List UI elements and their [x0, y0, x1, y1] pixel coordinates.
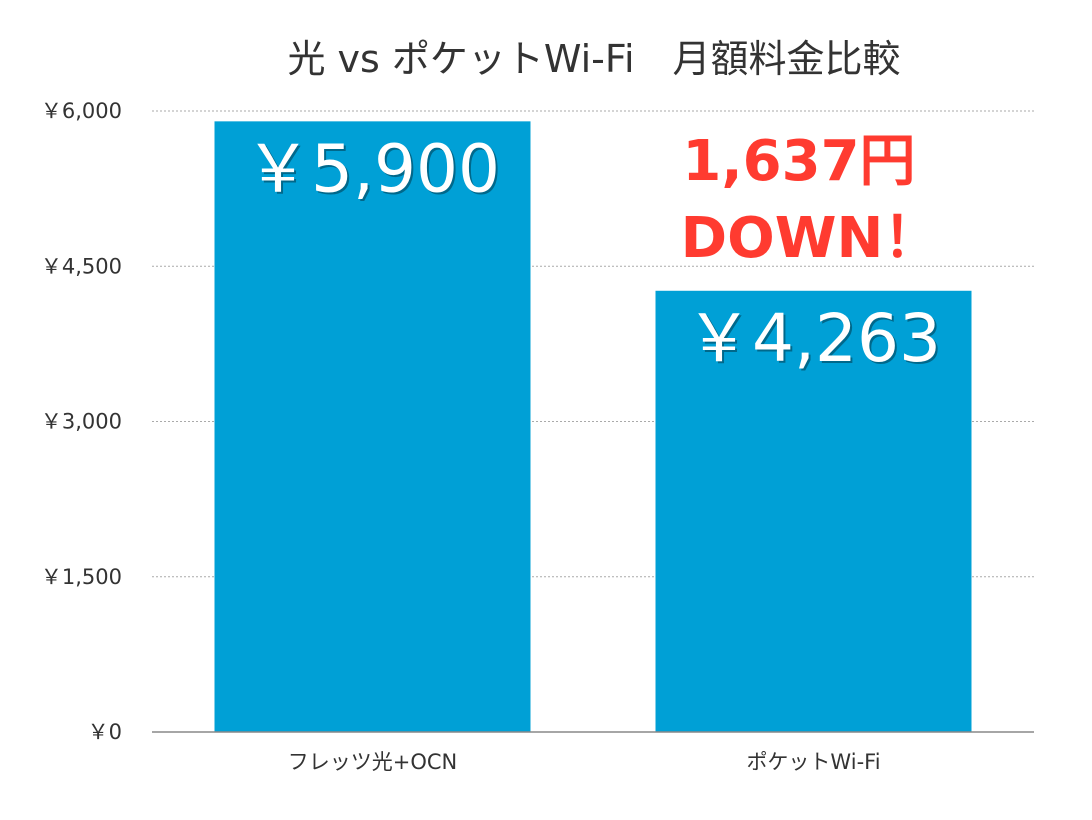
chart-title: 光 vs ポケットWi-Fi 月額料金比較 — [287, 37, 900, 81]
y-tick-label: ￥3,000 — [41, 410, 122, 434]
x-category-label: ポケットWi-Fi — [746, 750, 880, 774]
y-tick-label: ￥1,500 — [41, 565, 122, 589]
value-labels: ￥5,900￥5,900￥4,263￥4,263 — [245, 130, 943, 378]
x-axis-categories: フレッツ光+OCN ポケットWi-Fi — [288, 750, 881, 774]
y-tick-label: ￥6,000 — [41, 99, 122, 123]
y-tick-label: ￥4,500 — [41, 254, 122, 278]
x-category-label: フレッツ光+OCN — [288, 750, 458, 774]
gridlines — [152, 110, 1034, 578]
value-label-shadow: ￥4,263 — [688, 302, 943, 379]
y-tick-label: ￥0 — [88, 720, 122, 744]
value-label-shadow: ￥5,900 — [247, 132, 502, 209]
annotation-line-2: DOWN！ — [681, 206, 940, 271]
value-label: ￥5,900 — [245, 130, 500, 207]
bar — [214, 121, 531, 733]
y-axis-ticks: ￥0 ￥1,500 ￥3,000 ￥4,500 ￥6,000 — [41, 99, 122, 744]
bar — [655, 290, 972, 732]
value-label: ￥4,263 — [686, 300, 941, 377]
annotation-line-1: 1,637円 — [682, 129, 915, 194]
bars — [214, 121, 972, 733]
